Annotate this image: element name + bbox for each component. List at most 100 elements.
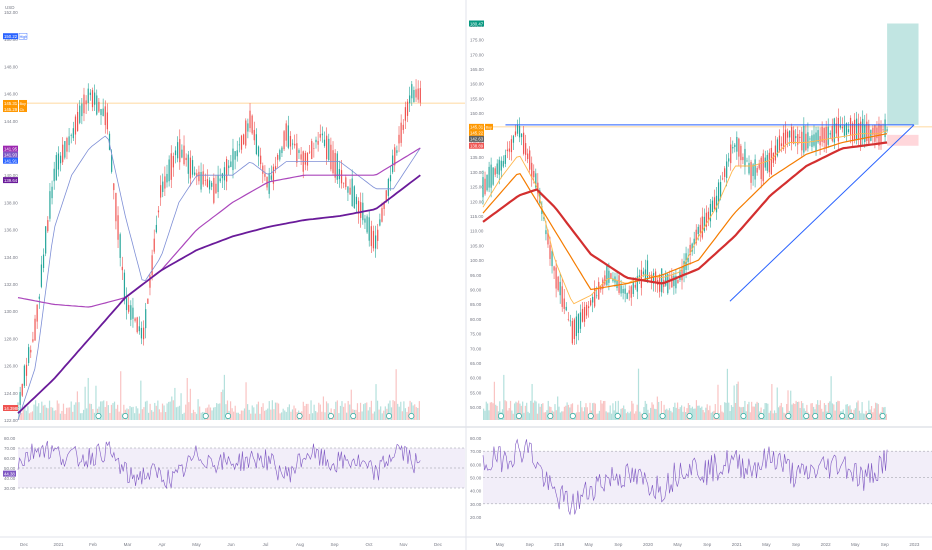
candle-body [734,144,736,148]
candle-body [742,156,744,161]
volume-bar [600,400,602,420]
candle-body [756,167,758,173]
candle-body [36,304,38,322]
candle-body [677,279,679,283]
candle-body [882,129,884,131]
volume-bar [645,403,648,420]
candle-body [142,327,145,340]
y-tick-label: 100.00 [470,258,484,263]
volume-bar [585,403,587,420]
candle-body [349,187,351,195]
volume-bar [512,413,514,420]
volume-bar [84,386,86,420]
volume-bar [154,402,156,420]
volume-bar [613,410,615,420]
volume-bar [279,413,281,420]
candle-body [23,365,25,386]
volume-bar [562,411,564,420]
volume-bar [695,400,698,420]
volume-bar [418,401,420,420]
candle-body [575,316,578,337]
candle-body [849,117,852,135]
candle-body [835,123,837,134]
volume-bar [78,402,80,420]
y-tick-label: 55.00 [470,390,482,395]
volume-bar [409,400,411,420]
volume-bar [273,409,275,420]
volume-bar [316,412,318,420]
price-badge [3,405,18,411]
volume-bar [726,368,729,420]
volume-bar [231,408,233,420]
volume-bar [342,406,345,420]
candle-body [492,167,494,185]
candle-body [394,147,396,166]
candle-body [100,109,102,115]
candle-body [689,244,691,255]
x-tick-label: Dec [20,542,29,547]
candle-body [406,101,409,116]
y-tick-label: 175.00 [470,38,484,43]
candle-body [98,101,100,112]
volume-bar [81,413,83,420]
x-tick-label: May [585,542,594,547]
volume-bar [132,406,134,420]
candle-body [255,134,257,155]
rsi-tick-label: 70.00 [4,446,16,451]
candle-body [202,171,204,185]
volume-bar [784,413,786,420]
x-tick-label: 2019 [554,542,565,547]
candle-body [409,95,411,104]
volume-bar [135,406,137,420]
volume-bar [508,408,510,420]
volume-bar [740,407,742,420]
candle-body [803,125,805,153]
volume-bar [806,404,808,420]
candle-body [730,144,732,164]
candle-body [581,308,584,322]
volume-bar [257,401,260,420]
candle-body [626,293,628,299]
volume-bar [734,402,737,420]
volume-bar [192,409,195,420]
volume-bar [617,400,619,420]
ma-long-line [17,174,421,414]
volume-bar [601,403,603,420]
candle-body [219,178,221,182]
candle-body [360,202,362,218]
candle-body [525,143,527,155]
volume-bar [36,406,38,420]
candle-body [671,275,673,288]
volume-bar [829,401,831,420]
volume-bar [285,411,287,420]
candle-body [151,255,153,276]
price-badge [3,99,18,106]
volume-bar [341,401,343,420]
volume-bar [492,403,494,420]
volume-bar [321,411,323,420]
volume-bar [860,413,862,420]
candle-body [285,123,287,141]
volume-bar [381,413,383,420]
candle-body [498,159,500,175]
volume-bar [702,410,704,420]
rsi-tick-label: 30.00 [470,502,482,507]
y-tick-label: 155.00 [470,96,484,101]
volume-bar [363,404,365,420]
volume-bar [710,412,712,420]
volume-bar [304,405,306,420]
candle-body [104,106,106,126]
volume-bar [370,400,372,420]
y-tick-label: 128.00 [4,336,18,341]
volume-bar [38,403,40,420]
event-marker-icon [614,413,621,419]
volume-bar [253,407,255,420]
candle-body [200,171,202,190]
y-tick-label: 130.00 [470,170,484,175]
volume-bar [256,404,258,420]
volume-bar [293,405,295,420]
x-tick-label: Sep [792,542,801,547]
y-tick-label: 132.00 [4,282,18,287]
volume-bar [92,408,94,420]
candle-body [551,251,553,267]
